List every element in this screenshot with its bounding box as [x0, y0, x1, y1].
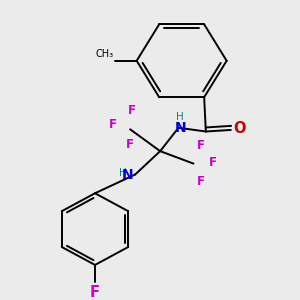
Text: F: F [209, 156, 217, 169]
Text: F: F [126, 138, 134, 151]
Text: F: F [109, 118, 117, 131]
Text: F: F [128, 104, 136, 118]
Text: O: O [233, 121, 246, 136]
Text: F: F [90, 285, 100, 300]
Text: N: N [174, 121, 186, 135]
Text: CH₃: CH₃ [95, 49, 113, 59]
Text: N: N [122, 167, 134, 182]
Text: H: H [176, 112, 184, 122]
Text: F: F [197, 175, 205, 188]
Text: F: F [197, 139, 205, 152]
Text: H: H [119, 168, 127, 178]
